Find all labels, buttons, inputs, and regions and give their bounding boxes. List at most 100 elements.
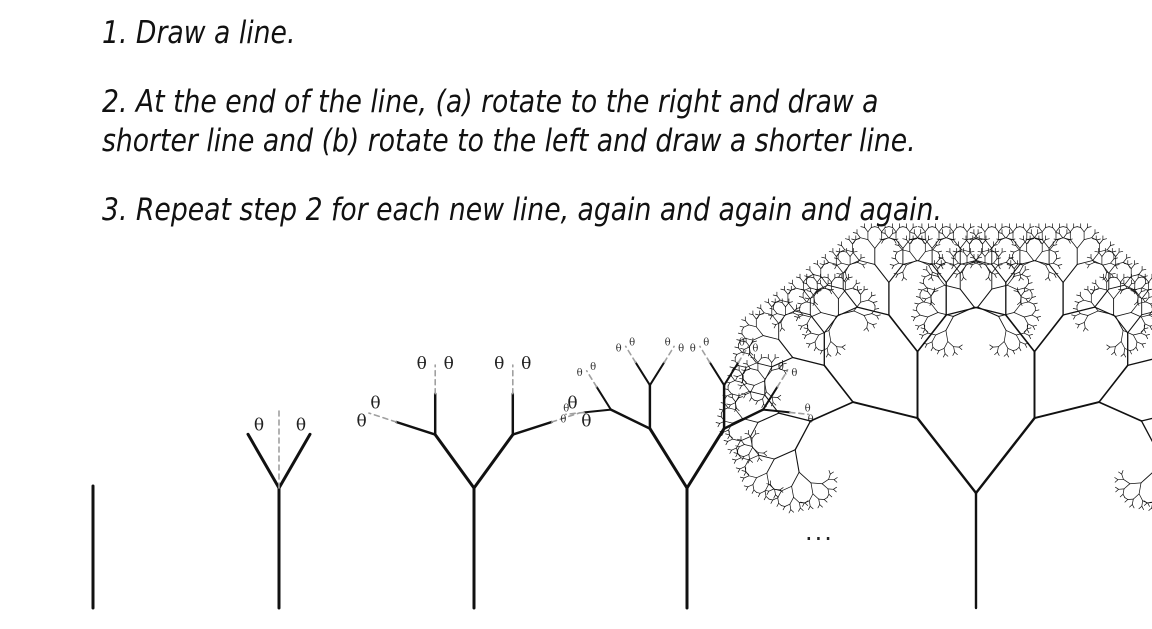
tree-branch (729, 435, 733, 439)
tree-branch (851, 238, 856, 241)
tree-branch (963, 227, 968, 233)
tree-branch (790, 509, 795, 513)
tree-branch (762, 385, 779, 411)
tree-branch (1011, 244, 1017, 246)
tree-branch (748, 324, 757, 328)
tree-branch (938, 348, 945, 351)
tree-branch (1005, 257, 1011, 263)
tree-branch (1001, 233, 1006, 239)
tree-branch (1045, 277, 1049, 281)
tree-branch (735, 457, 742, 461)
tree-branch (1012, 350, 1016, 355)
tree-branch (826, 348, 829, 355)
tree-branch (727, 407, 736, 411)
tree-branch (1106, 245, 1111, 251)
tree-branch (763, 312, 773, 316)
tree-branch (804, 287, 811, 291)
tree-branch (857, 289, 862, 295)
tree-branch (793, 496, 800, 503)
tree-branch (1129, 349, 1134, 351)
tree-branch (805, 342, 811, 345)
tree-branch (1003, 353, 1008, 357)
theta-label: θ (296, 416, 306, 436)
tree-branch (1114, 351, 1117, 356)
tree-branch (936, 350, 940, 355)
tree-branch (757, 398, 763, 402)
tree-branch (938, 239, 942, 244)
tree-branch (472, 433, 515, 490)
tree-branch (1135, 346, 1139, 352)
tree-branch (1021, 269, 1026, 275)
tree-branch (729, 380, 736, 384)
tree-branch (758, 457, 763, 462)
tree-branch (798, 296, 804, 298)
tree-branch (867, 239, 876, 249)
tree-branch (924, 227, 929, 233)
tree-branch (781, 485, 792, 492)
tree-branch (1019, 238, 1024, 240)
tree-branch (857, 289, 862, 291)
theta-label: θ (690, 343, 696, 354)
tree-branch (1052, 244, 1058, 246)
tree-branch (1148, 507, 1152, 511)
tree-branch (1023, 314, 1033, 318)
tree-branch (1088, 262, 1095, 266)
tree-branch (731, 397, 736, 403)
tree-branch (1140, 417, 1152, 422)
tree-branch (768, 488, 775, 492)
tree-branch (977, 262, 986, 265)
tree-branch (979, 263, 984, 266)
tree-branch (747, 459, 751, 464)
tree-branch (782, 362, 787, 365)
tree-branch (902, 238, 907, 240)
tree-branch (1083, 288, 1089, 291)
tree-branch (751, 397, 755, 401)
tree-branch (1036, 316, 1041, 318)
tree-branch (777, 497, 780, 504)
tree-branch (794, 420, 812, 451)
tree-branch (917, 226, 923, 228)
tree-branch (881, 239, 884, 244)
theta-label: θ (778, 362, 784, 373)
tree-branch (941, 257, 947, 263)
tree-branch (826, 341, 832, 349)
tree-branch (748, 454, 760, 461)
tree-branch (924, 343, 928, 348)
tree-branch (1095, 239, 1100, 245)
tree-branch (791, 471, 800, 487)
tree-branch (982, 249, 991, 253)
tree-branch (920, 334, 924, 340)
tree-branch (809, 276, 815, 279)
tree-branch (827, 284, 844, 290)
tree-branch (884, 226, 890, 228)
tree-branch (1057, 265, 1061, 270)
tree-branch (1143, 502, 1148, 506)
tree-branch (866, 327, 869, 332)
tree-branch (1131, 498, 1134, 505)
tree-branch (935, 244, 941, 246)
tree-branch (724, 388, 729, 390)
tree-branch (1034, 237, 1043, 240)
theta-label: θ (808, 415, 814, 426)
tree-branch (871, 313, 878, 317)
tree-branch (789, 496, 794, 505)
tree-branch (780, 322, 783, 329)
tree-branch (771, 314, 780, 324)
tree-branch (1106, 346, 1111, 350)
tree-branch (908, 238, 914, 241)
tree-branch (944, 284, 961, 290)
tree-branch (998, 265, 1001, 270)
tree-branch (742, 340, 747, 343)
tree-branch (898, 262, 907, 266)
tree-branch (246, 432, 281, 490)
tree-branch (918, 323, 925, 327)
tree-branch (745, 391, 751, 395)
tree-branch (740, 337, 746, 341)
tree-branch (771, 313, 778, 317)
tree-branch (914, 302, 919, 305)
tree-branch (959, 288, 975, 308)
tree-branch (729, 366, 734, 369)
tree-branch (812, 493, 820, 500)
tree-branch (821, 264, 825, 269)
tree-branch (1106, 277, 1111, 283)
